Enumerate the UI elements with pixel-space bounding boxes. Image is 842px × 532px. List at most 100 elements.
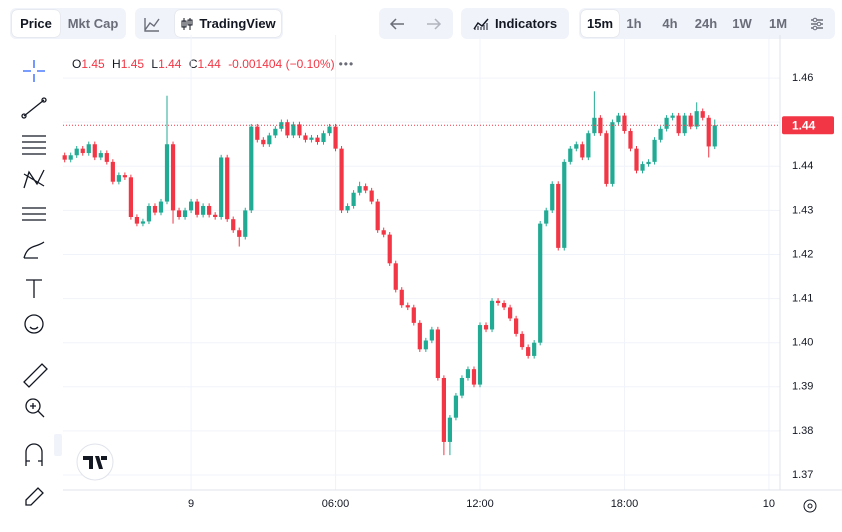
candle-body	[507, 307, 513, 319]
ruler-tool[interactable]	[23, 363, 48, 388]
fib-tool[interactable]	[22, 135, 46, 155]
candle-body	[375, 201, 380, 231]
candle-body	[664, 117, 669, 129]
crosshair-tool[interactable]	[23, 60, 45, 82]
candle-body	[321, 133, 326, 143]
change: -0.001404 (−0.10%)	[228, 57, 335, 71]
candle-body	[74, 148, 79, 156]
candle-body	[207, 205, 212, 215]
candle-body	[140, 221, 146, 224]
more-dots[interactable]: •••	[338, 57, 355, 71]
o-value: 1.45	[81, 57, 105, 71]
candle-body	[411, 307, 416, 323]
candle-body	[634, 148, 639, 171]
mkt-cap-button[interactable]: Mkt Cap	[67, 16, 119, 31]
candle-body	[194, 201, 200, 215]
candle-body	[610, 122, 615, 184]
text-tool[interactable]	[26, 279, 42, 298]
candle-body	[435, 329, 440, 378]
candle-body	[327, 126, 332, 134]
candle-body	[514, 318, 519, 334]
candle-body	[237, 230, 242, 237]
candle-body	[213, 214, 218, 218]
candle-body	[562, 161, 567, 248]
x-tick-label: 12:00	[466, 498, 494, 510]
pattern-tool[interactable]	[23, 169, 45, 189]
candle-body	[231, 219, 236, 231]
candle-body	[568, 148, 573, 162]
timeframe-button[interactable]: 1h	[626, 16, 642, 31]
l-value: 1.44	[158, 57, 182, 71]
candle-body	[550, 183, 555, 211]
indicators-button[interactable]: Indicators	[461, 8, 569, 39]
candle-body	[303, 135, 308, 140]
timeframe-button[interactable]: 1M	[768, 16, 788, 31]
brush-tool[interactable]	[23, 241, 45, 259]
timeframe-button[interactable]: 24h	[694, 16, 718, 31]
candle-body	[267, 135, 272, 145]
candle-body	[80, 148, 85, 154]
candle-icon	[181, 17, 193, 30]
candle-body	[405, 305, 410, 308]
axis-settings[interactable]	[803, 499, 817, 513]
candle-body	[646, 161, 651, 165]
y-tick-label: 1.39	[792, 381, 813, 393]
candle-body	[423, 340, 428, 350]
chart-type-toggle: TradingView	[135, 8, 283, 39]
emoji-tool[interactable]	[24, 314, 44, 334]
candle-body	[700, 111, 705, 118]
candle-body	[489, 300, 495, 330]
undo-button[interactable]	[388, 15, 406, 33]
price-toggle: Price Mkt Cap	[10, 8, 126, 39]
candle-body	[495, 300, 501, 304]
candle-body	[62, 155, 67, 160]
h-value: 1.45	[120, 57, 145, 71]
candle-body	[586, 133, 591, 158]
collapse-tab[interactable]	[54, 434, 62, 456]
candle-body	[333, 126, 338, 149]
logo[interactable]	[76, 443, 114, 481]
candle-body	[188, 201, 194, 211]
ohlc-legend: O1.45 H1.45 L1.44 C1.44 -0.001404 (−0.10…	[72, 57, 354, 71]
candle-body	[520, 333, 525, 348]
candle-body	[501, 303, 507, 308]
magnet-tool[interactable]	[25, 443, 43, 466]
candle-body	[363, 186, 368, 191]
y-tick-label: 1.44	[792, 160, 813, 172]
zoom-tool[interactable]	[25, 398, 41, 414]
tradingview-button[interactable]: TradingView	[175, 10, 281, 37]
candle-body	[712, 125, 717, 147]
candle-body	[201, 205, 206, 215]
timeframe-button[interactable]: 4h	[662, 16, 678, 31]
x-tick-label: 06:00	[322, 498, 350, 510]
timeframe-button[interactable]: 15m	[581, 10, 619, 37]
candle-body	[128, 177, 134, 218]
settings-button[interactable]	[808, 15, 826, 33]
l-label: L	[151, 57, 159, 71]
candle-body	[255, 126, 260, 140]
candle-body	[393, 263, 398, 290]
trendline-tool[interactable]	[23, 99, 45, 117]
candle-body	[152, 205, 158, 213]
candle-body	[604, 133, 609, 184]
line-chart-button[interactable]	[143, 15, 161, 33]
candle-body	[471, 369, 477, 385]
candle-body	[315, 137, 320, 143]
candle-body	[694, 111, 699, 127]
candle-body	[526, 347, 531, 356]
lock-tool[interactable]	[25, 487, 44, 506]
candle-body	[122, 175, 127, 178]
redo-button[interactable]	[425, 15, 443, 33]
x-tick-label: 9	[188, 498, 194, 510]
price-button[interactable]: Price	[12, 10, 60, 37]
candle-body	[556, 183, 561, 248]
c-label: C	[188, 57, 198, 71]
y-tick-label: 1.37	[792, 469, 813, 481]
forecast-tool[interactable]	[22, 207, 46, 221]
candle-body	[351, 192, 356, 206]
candle-body	[297, 124, 302, 136]
candle-body	[616, 115, 621, 123]
candle-body	[249, 126, 254, 211]
timeframe-button[interactable]: 1W	[732, 16, 752, 31]
